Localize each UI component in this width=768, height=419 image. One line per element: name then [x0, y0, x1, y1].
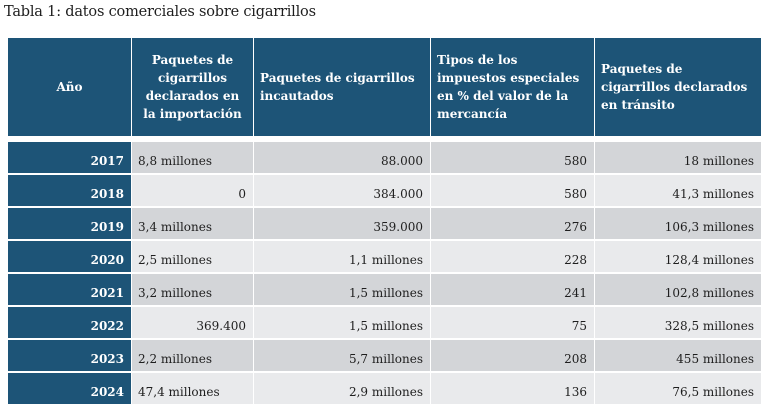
cell-tax: 208: [430, 338, 594, 371]
cell-seized: 5,7 millones: [253, 338, 430, 371]
cell-import: 2,5 millones: [131, 239, 253, 272]
cell-import: 3,4 millones: [131, 206, 253, 239]
table-body: 2017 8,8 millones 88.000 580 18 millones 2018…: [8, 136, 761, 404]
cell-transit: 102,8 millones: [594, 272, 761, 305]
table-row: 2023 2,2 millones 5,7 millones 208 455 millo…: [8, 338, 761, 371]
table-row: 2018 0 384.000 580 41,3 millones: [8, 173, 761, 206]
cell-seized: 2,9 millones: [253, 371, 430, 404]
cell-year: 2022: [8, 305, 131, 338]
table-row: 2022 369.400 1,5 millones 75 328,5 millones: [8, 305, 761, 338]
cell-transit: 76,5 millones: [594, 371, 761, 404]
cell-seized: 1,5 millones: [253, 272, 430, 305]
table-row: 2020 2,5 millones 1,1 millones 228 128,4 mil…: [8, 239, 761, 272]
cell-seized: 1,5 millones: [253, 305, 430, 338]
cell-seized: 359.000: [253, 206, 430, 239]
table-row: 2017 8,8 millones 88.000 580 18 millones: [8, 140, 761, 173]
cell-seized: 1,1 millones: [253, 239, 430, 272]
cell-seized: 88.000: [253, 140, 430, 173]
header-import: Paquetes de cigarrillos declarados en la…: [131, 38, 253, 136]
table-row: 2019 3,4 millones 359.000 276 106,3 millones: [8, 206, 761, 239]
cell-seized: 384.000: [253, 173, 430, 206]
cell-transit: 128,4 millones: [594, 239, 761, 272]
cell-import: 3,2 millones: [131, 272, 253, 305]
table-caption: Tabla 1: datos comerciales sobre cigarri…: [4, 4, 316, 20]
header-year: Año: [8, 38, 131, 136]
cell-year: 2019: [8, 206, 131, 239]
cell-import: 369.400: [131, 305, 253, 338]
table-row: 2024 47,4 millones 2,9 millones 136 76,5 mil…: [8, 371, 761, 404]
cell-tax: 580: [430, 173, 594, 206]
cell-transit: 18 millones: [594, 140, 761, 173]
cell-transit: 106,3 millones: [594, 206, 761, 239]
header-seized: Paquetes de cigarrillos incautados: [253, 38, 430, 136]
cell-transit: 41,3 millones: [594, 173, 761, 206]
cell-import: 2,2 millones: [131, 338, 253, 371]
cell-tax: 75: [430, 305, 594, 338]
cell-tax: 241: [430, 272, 594, 305]
cell-tax: 580: [430, 140, 594, 173]
cigarette-trade-table: Año Paquetes de cigarrillos declarados e…: [8, 38, 761, 404]
cell-year: 2024: [8, 371, 131, 404]
cell-tax: 136: [430, 371, 594, 404]
cell-year: 2017: [8, 140, 131, 173]
header-transit: Paquetes de cigarrillos declarados en tr…: [594, 38, 761, 136]
cell-import: 0: [131, 173, 253, 206]
cell-tax: 276: [430, 206, 594, 239]
cell-transit: 455 millones: [594, 338, 761, 371]
cell-year: 2020: [8, 239, 131, 272]
cell-transit: 328,5 millones: [594, 305, 761, 338]
cell-import: 47,4 millones: [131, 371, 253, 404]
table-row: 2021 3,2 millones 1,5 millones 241 102,8 mil…: [8, 272, 761, 305]
cell-year: 2023: [8, 338, 131, 371]
cell-year: 2018: [8, 173, 131, 206]
cell-import: 8,8 millones: [131, 140, 253, 173]
cell-year: 2021: [8, 272, 131, 305]
cell-tax: 228: [430, 239, 594, 272]
header-row: Año Paquetes de cigarrillos declarados e…: [8, 38, 761, 136]
header-tax: Tipos de los impuestos especiales en % d…: [430, 38, 594, 136]
